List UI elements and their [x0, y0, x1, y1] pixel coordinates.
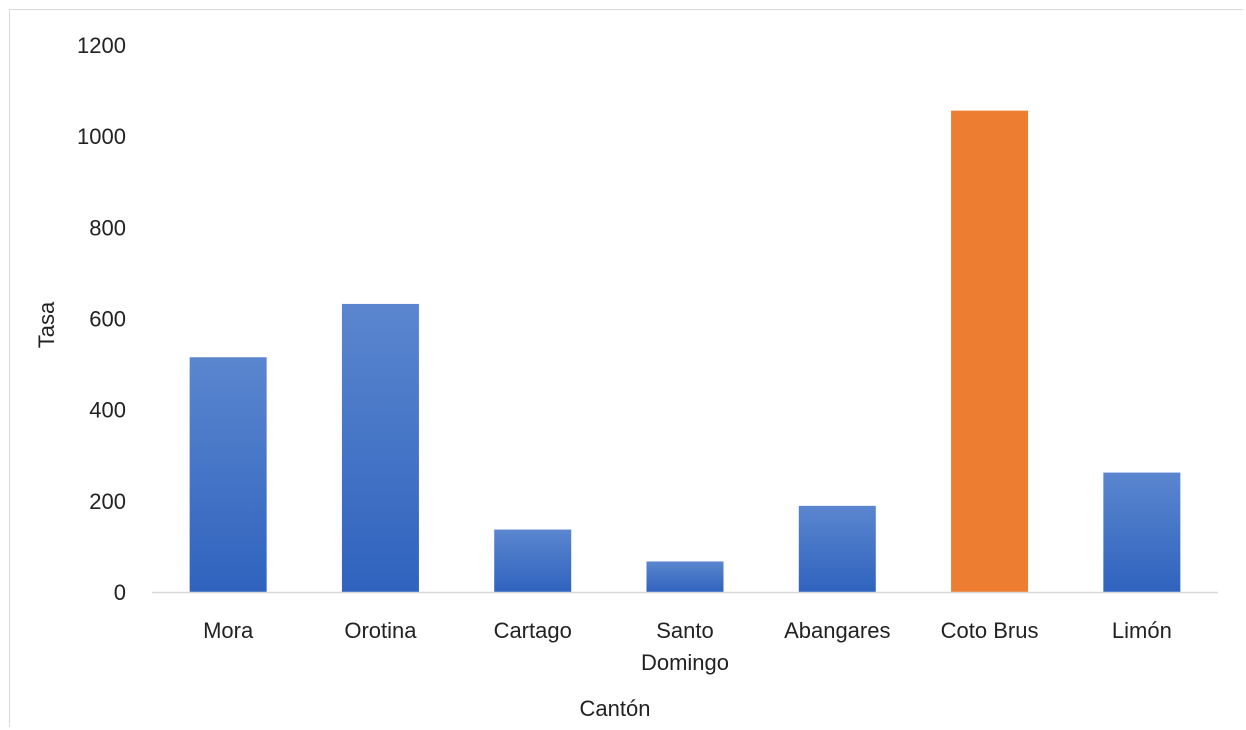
y-axis-ticks: 0 200 400 600 800 1000 1200 [77, 33, 126, 605]
bar-santo-domingo [646, 561, 724, 592]
bar-abangares [798, 505, 876, 592]
y-tick-label: 400 [89, 398, 126, 423]
x-tick-label: Santo Domingo [641, 618, 729, 675]
x-tick-label: Limón [1112, 618, 1172, 643]
bar-cartago [494, 529, 572, 592]
x-axis-labels: Mora Orotina Cartago Santo Domingo Abangares C… [203, 618, 1172, 675]
bar-mora [189, 357, 267, 592]
bar-limón [1103, 472, 1181, 592]
bar-orotina [341, 303, 419, 592]
x-tick-label: Orotina [344, 618, 417, 643]
y-tick-label: 800 [89, 215, 126, 240]
y-tick-label: 1000 [77, 124, 126, 149]
chart-frame [9, 9, 1243, 727]
y-tick-label: 1200 [77, 33, 126, 58]
y-axis-title: Tasa [34, 301, 59, 348]
x-tick-label: Coto Brus [941, 618, 1039, 643]
x-axis-title: Cantón [580, 696, 651, 721]
x-tick-label: Mora [203, 618, 254, 643]
x-tick-label: Abangares [784, 618, 890, 643]
y-tick-label: 600 [89, 307, 126, 332]
bar-coto-brus [951, 110, 1029, 592]
bars [189, 110, 1181, 592]
x-tick-label: Cartago [494, 618, 572, 643]
y-tick-label: 0 [114, 580, 126, 605]
y-tick-label: 200 [89, 489, 126, 514]
